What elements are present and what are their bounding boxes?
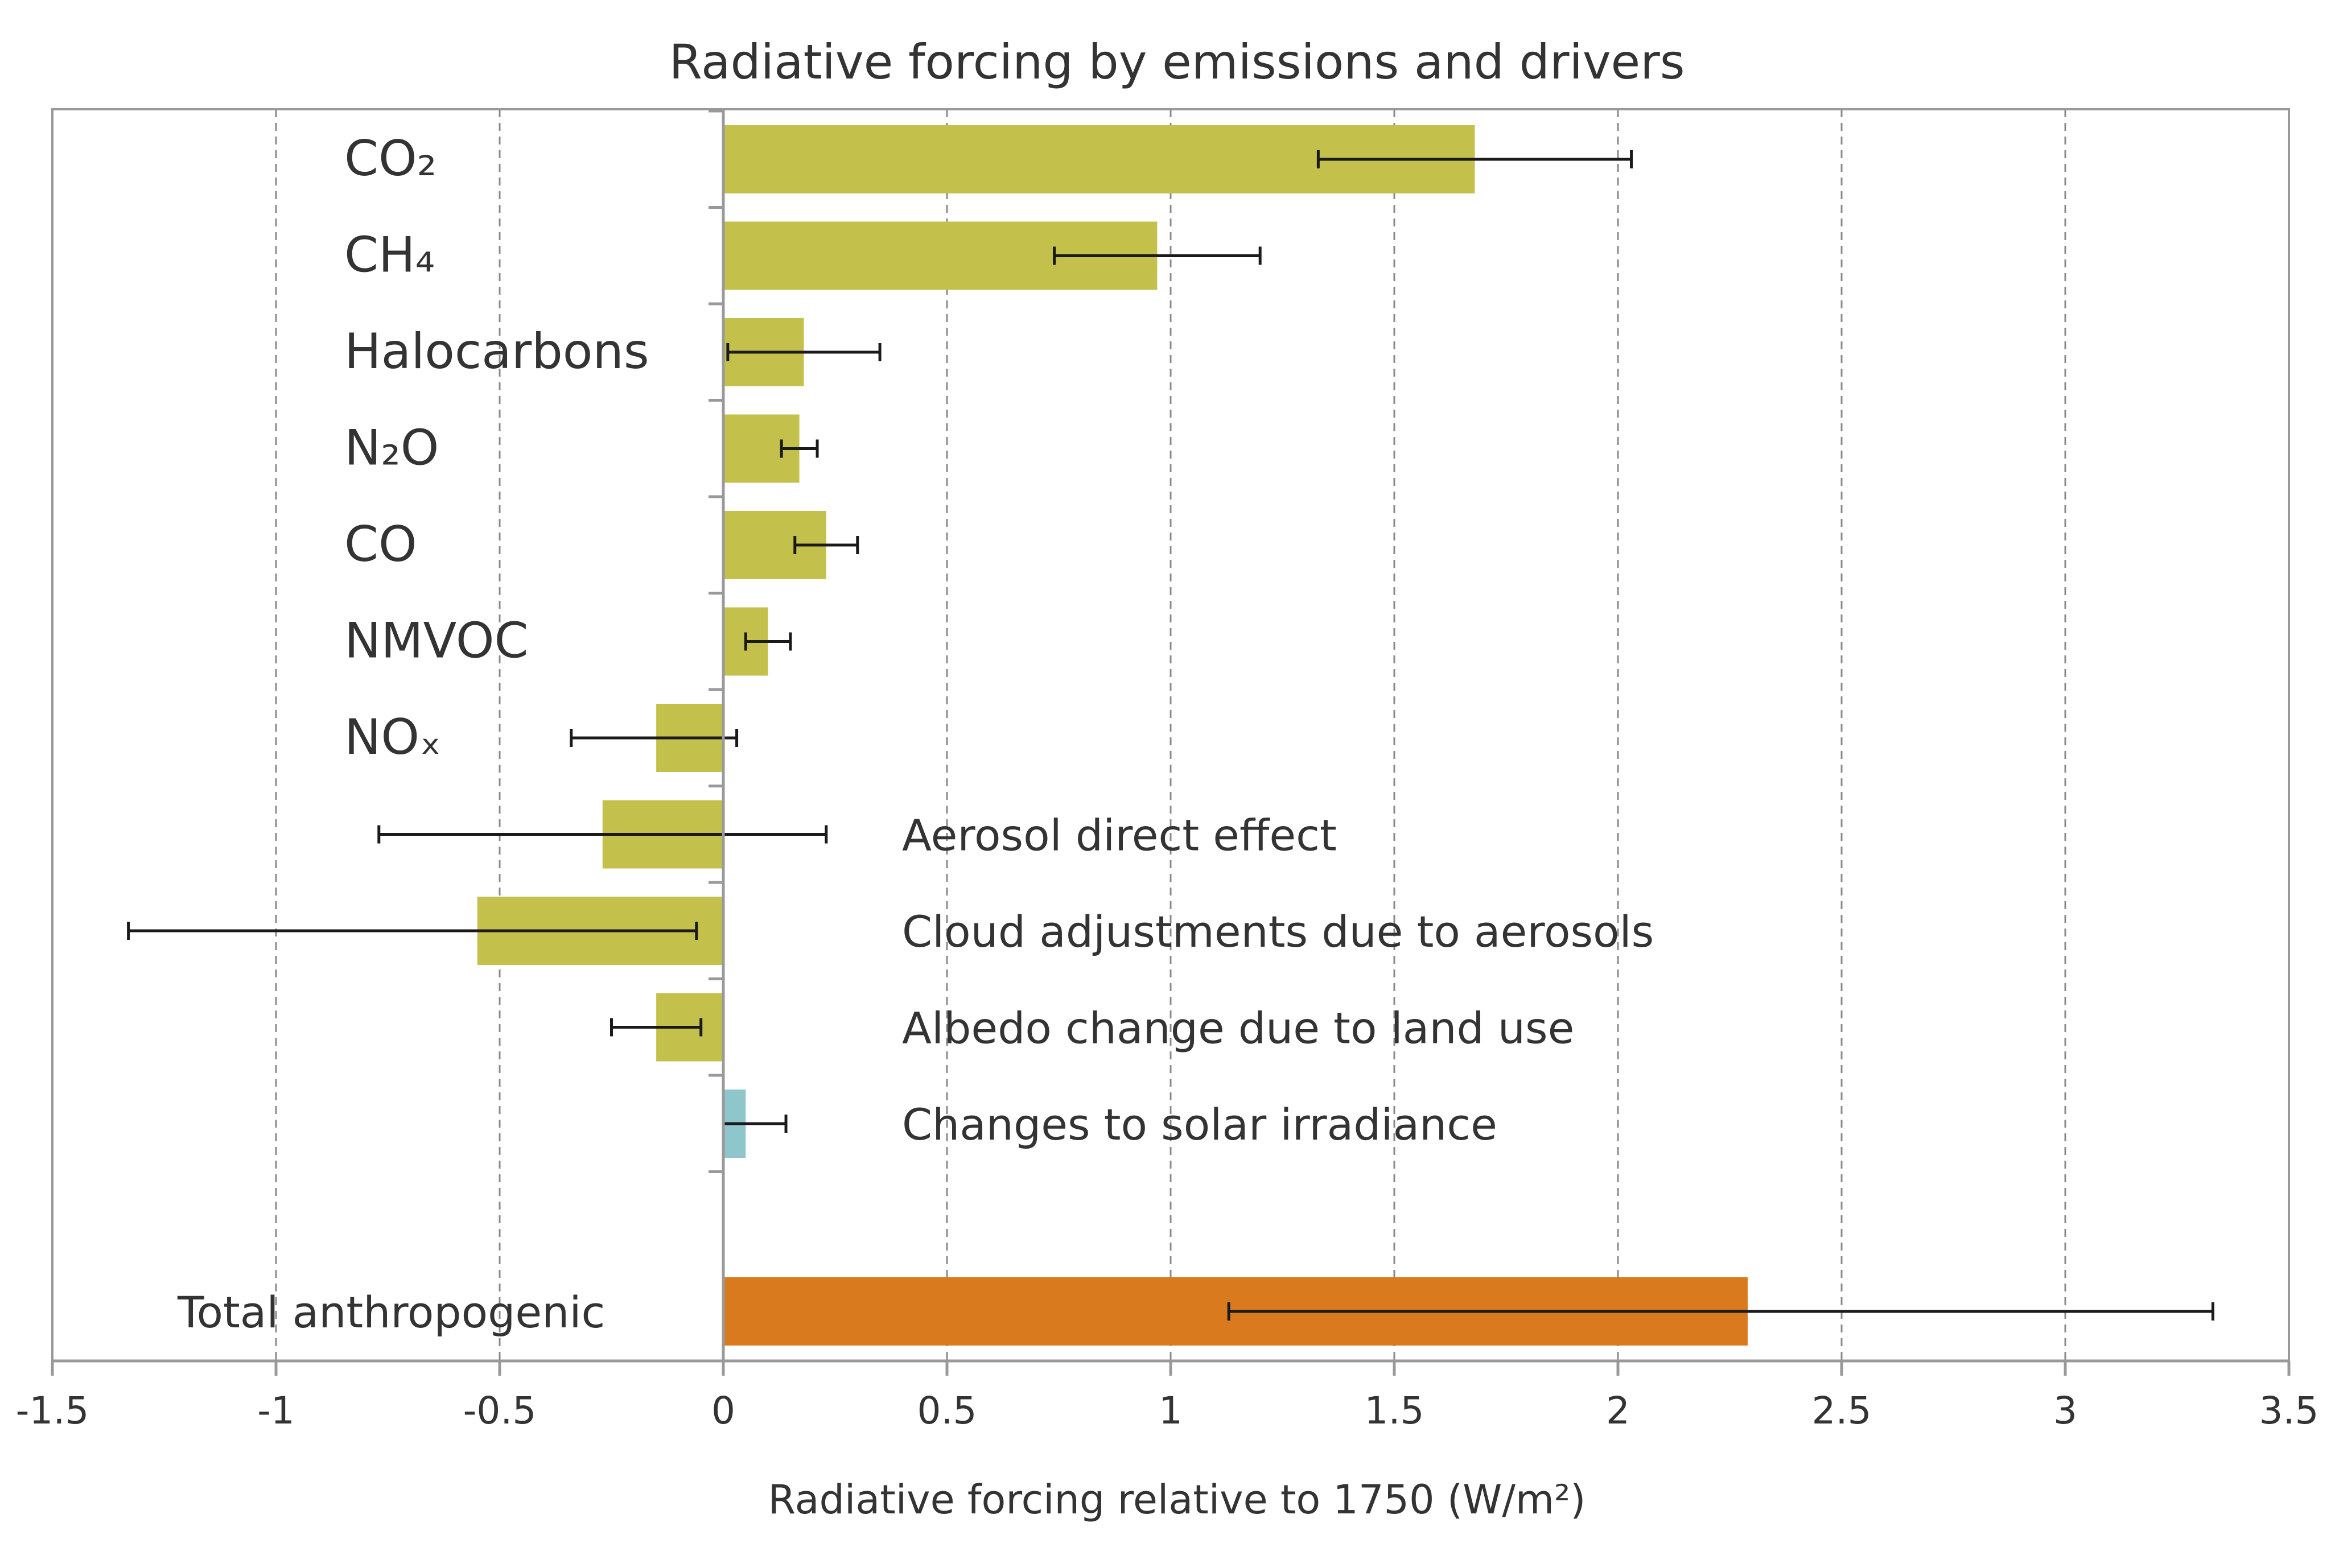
x-tick-label: 1 — [1159, 1389, 1183, 1433]
category-label: Aerosol direct effect — [902, 810, 1337, 861]
x-tick-label: 3 — [2053, 1389, 2077, 1433]
category-label: Changes to solar irradiance — [902, 1099, 1497, 1150]
category-label: Albedo change due to land use — [902, 1003, 1574, 1054]
category-label: Total anthropogenic — [177, 1287, 605, 1338]
category-label: CH₄ — [344, 227, 435, 284]
bars — [477, 125, 1748, 1346]
chart-title: Radiative forcing by emissions and drive… — [669, 34, 1685, 90]
x-tick-label: 1.5 — [1365, 1389, 1424, 1433]
x-tick-label: 2.5 — [1812, 1389, 1872, 1433]
category-label: Halocarbons — [344, 323, 649, 380]
category-label: NMVOC — [344, 613, 529, 670]
x-tick-label: -0.5 — [463, 1389, 537, 1433]
category-label: CO₂ — [344, 130, 436, 187]
category-label: CO — [344, 516, 417, 573]
zero-axis — [709, 109, 725, 1361]
x-tick-label: 2 — [1606, 1389, 1630, 1433]
category-label: NOₓ — [344, 709, 441, 766]
category-labels: CO₂ CH₄ Halocarbons N₂O CO NMVOC NOₓ Aerosol di… — [177, 130, 1654, 1338]
x-tick-label: 0 — [711, 1389, 735, 1433]
category-label: Cloud adjustments due to aerosols — [902, 906, 1654, 957]
gridlines — [275, 109, 2066, 1361]
x-tick-label: 3.5 — [2259, 1389, 2319, 1433]
category-label: N₂O — [344, 420, 439, 477]
x-axis: -1.5 -1 -0.5 0 0.5 1 1.5 2 2.5 3 3.5 — [16, 1359, 2319, 1433]
x-tick-label: -1.5 — [16, 1389, 89, 1433]
x-tick-label: 0.5 — [917, 1389, 977, 1433]
x-axis-title: Radiative forcing relative to 1750 (W/m²… — [768, 1476, 1586, 1523]
x-tick-label: -1 — [257, 1389, 295, 1433]
